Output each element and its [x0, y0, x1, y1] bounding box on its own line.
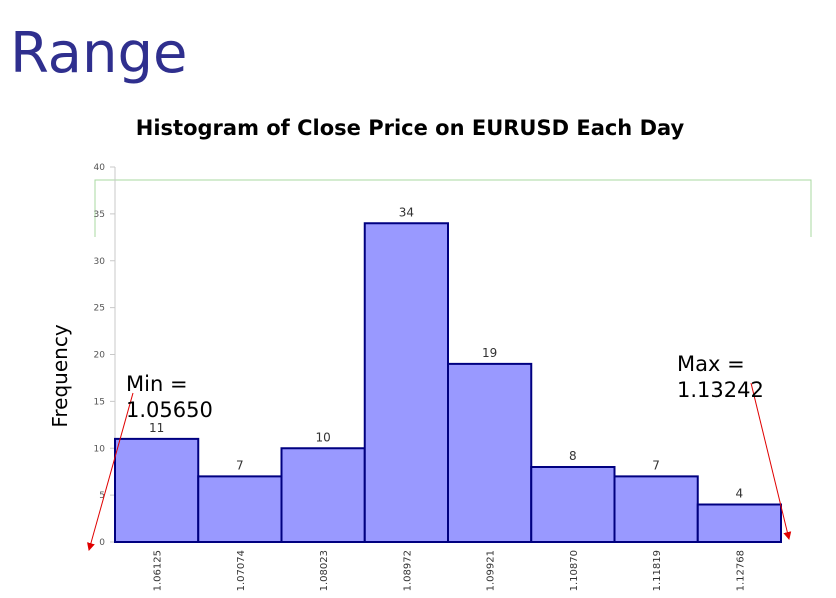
min-annotation-label: Min = [126, 372, 188, 396]
y-tick-label: 0 [99, 538, 105, 548]
min-arrow [87, 392, 134, 551]
y-tick-label: 10 [94, 444, 106, 454]
slide-title: Range [10, 21, 188, 86]
x-tick-label: 1.08972 [402, 550, 413, 591]
histogram-bar [197, 475, 283, 543]
y-tick-label: 30 [94, 257, 106, 267]
bar-data-label: 4 [736, 487, 744, 501]
max-arrow [750, 382, 792, 540]
x-tick-label: 1.11819 [652, 550, 663, 591]
x-tick-label: 1.10870 [569, 550, 580, 591]
bar-data-label: 11 [149, 421, 164, 435]
bar-data-label: 19 [482, 346, 497, 360]
chart-title: Histogram of Close Price on EURUSD Each … [135, 116, 685, 140]
x-tick-label: 1.06125 [153, 550, 164, 591]
min-annotation-value: 1.05650 [126, 398, 213, 422]
histogram-bar [363, 222, 449, 543]
histogram-bar [114, 437, 200, 543]
y-tick-label: 40 [94, 163, 106, 173]
histogram-bar [447, 362, 533, 543]
x-tick-label: 1.08023 [319, 550, 330, 591]
histogram-bar [613, 475, 699, 543]
plot-frame [94, 179, 812, 237]
y-tick-label: 5 [99, 491, 105, 501]
max-annotation: Max = 1.13242 [677, 351, 764, 403]
histogram-bar [530, 466, 616, 543]
bar-data-label: 34 [399, 205, 414, 219]
y-tick-label: 20 [94, 351, 106, 361]
bar-data-label: 10 [315, 430, 330, 444]
y-tick-label: 15 [94, 397, 105, 407]
bar-data-label: 7 [652, 458, 660, 472]
bar-data-label: 8 [569, 449, 577, 463]
bar-data-label: 7 [236, 458, 244, 472]
x-tick-label: 1.09921 [486, 550, 497, 591]
max-annotation-label: Max = [677, 352, 745, 376]
x-tick-label: 1.07074 [236, 550, 247, 591]
histogram-bar [280, 447, 366, 543]
y-tick-label: 25 [94, 304, 105, 314]
histogram-bar [696, 503, 782, 543]
min-annotation: Min = 1.05650 [126, 371, 213, 423]
y-tick-label: 35 [94, 210, 105, 220]
x-tick-label: 1.12768 [735, 550, 746, 591]
max-annotation-value: 1.13242 [677, 378, 764, 402]
